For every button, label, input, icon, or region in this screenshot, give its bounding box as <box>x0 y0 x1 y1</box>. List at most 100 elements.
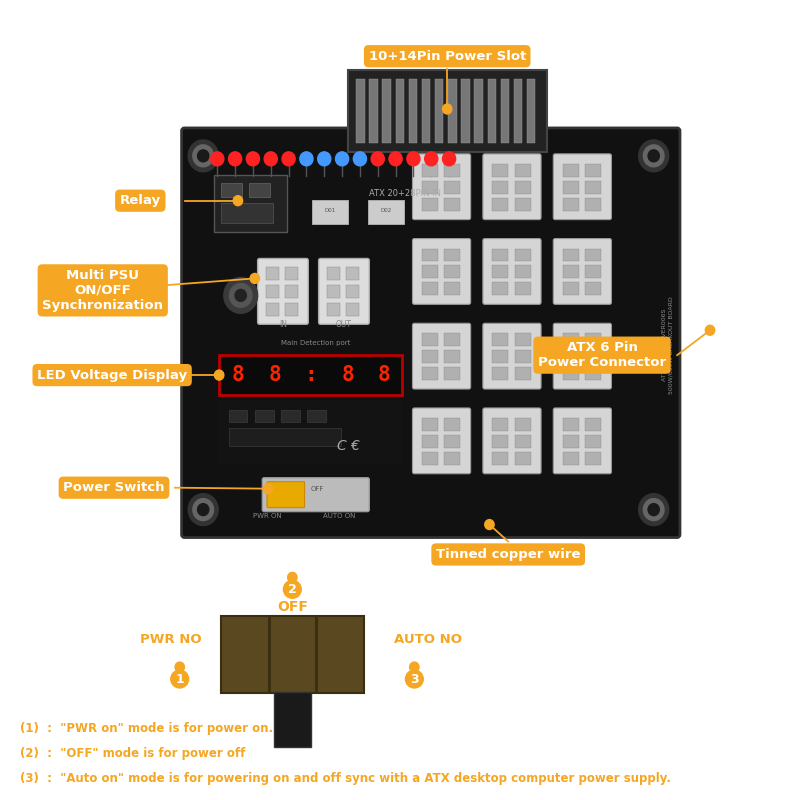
Bar <box>422 164 438 177</box>
Circle shape <box>318 152 331 166</box>
Bar <box>492 181 508 194</box>
Text: OFF: OFF <box>277 600 308 614</box>
Bar <box>274 692 311 746</box>
Bar <box>585 249 601 262</box>
Bar <box>422 334 438 346</box>
Circle shape <box>214 370 224 380</box>
Circle shape <box>198 150 209 162</box>
Circle shape <box>263 484 273 494</box>
Text: D02: D02 <box>381 208 392 213</box>
Bar <box>219 400 402 465</box>
Text: 3: 3 <box>410 673 418 686</box>
Bar <box>409 79 417 143</box>
Bar <box>585 181 601 194</box>
Bar <box>444 418 460 431</box>
Bar <box>492 418 508 431</box>
Circle shape <box>300 152 313 166</box>
Bar <box>422 282 438 295</box>
Bar <box>492 334 508 346</box>
Bar <box>422 418 438 431</box>
FancyBboxPatch shape <box>413 238 470 304</box>
Circle shape <box>410 662 419 672</box>
Bar <box>562 282 578 295</box>
Bar <box>492 249 508 262</box>
Bar <box>444 266 460 278</box>
Bar <box>229 410 247 422</box>
Bar <box>444 452 460 465</box>
Bar <box>514 435 530 448</box>
Text: OFF: OFF <box>311 486 325 492</box>
Bar <box>444 198 460 210</box>
FancyBboxPatch shape <box>554 154 611 220</box>
Bar <box>444 164 460 177</box>
Text: AUTO NO: AUTO NO <box>394 633 462 646</box>
Bar <box>444 367 460 380</box>
Bar <box>422 452 438 465</box>
FancyBboxPatch shape <box>258 258 308 324</box>
Bar <box>585 350 601 363</box>
Circle shape <box>389 152 402 166</box>
Bar <box>562 418 578 431</box>
Circle shape <box>198 504 209 515</box>
Bar <box>444 282 460 295</box>
Bar <box>492 198 508 210</box>
FancyBboxPatch shape <box>368 200 404 224</box>
Bar <box>422 198 438 210</box>
Bar <box>444 334 460 346</box>
Text: C €: C € <box>337 439 360 453</box>
Circle shape <box>250 274 259 283</box>
FancyBboxPatch shape <box>413 154 470 220</box>
Bar <box>585 334 601 346</box>
Text: 8: 8 <box>342 365 354 385</box>
Bar <box>444 181 460 194</box>
FancyBboxPatch shape <box>312 200 348 224</box>
Circle shape <box>282 152 295 166</box>
Circle shape <box>188 140 218 172</box>
Bar <box>422 249 438 262</box>
FancyBboxPatch shape <box>554 238 611 304</box>
Bar <box>266 267 279 281</box>
Circle shape <box>188 494 218 526</box>
Bar <box>562 181 578 194</box>
FancyBboxPatch shape <box>348 70 546 152</box>
Circle shape <box>425 152 438 166</box>
Bar <box>492 367 508 380</box>
Circle shape <box>354 152 366 166</box>
Bar <box>346 303 359 316</box>
FancyBboxPatch shape <box>554 408 611 474</box>
Circle shape <box>442 104 452 114</box>
Bar <box>254 410 274 422</box>
Bar <box>585 435 601 448</box>
Text: ATX2028-NI2  VER006S
500W/600W BREAKOUT BOARD: ATX2028-NI2 VER006S 500W/600W BREAKOUT B… <box>662 296 673 394</box>
Bar <box>562 164 578 177</box>
Bar <box>562 452 578 465</box>
Bar <box>562 367 578 380</box>
Text: PWR ON: PWR ON <box>253 513 282 518</box>
FancyBboxPatch shape <box>483 238 541 304</box>
Circle shape <box>175 662 185 672</box>
Bar <box>492 435 508 448</box>
Circle shape <box>224 278 258 314</box>
Circle shape <box>643 498 664 521</box>
Bar <box>422 79 430 143</box>
Text: IN: IN <box>279 320 287 330</box>
Circle shape <box>230 283 252 307</box>
Bar <box>444 350 460 363</box>
Bar <box>585 367 601 380</box>
Text: (2)  :  "OFF" mode is for power off: (2) : "OFF" mode is for power off <box>20 747 246 760</box>
Bar <box>444 249 460 262</box>
Bar <box>501 79 509 143</box>
Text: Main Detection port: Main Detection port <box>281 340 350 346</box>
Circle shape <box>210 152 224 166</box>
Bar <box>527 79 535 143</box>
Bar <box>422 367 438 380</box>
Text: 10+14Pin Power Slot: 10+14Pin Power Slot <box>369 50 526 62</box>
Text: ATX 6 Pin
Power Connector: ATX 6 Pin Power Connector <box>538 341 666 369</box>
FancyBboxPatch shape <box>413 408 470 474</box>
Bar <box>562 266 578 278</box>
Circle shape <box>485 519 494 530</box>
Bar <box>266 303 279 316</box>
Text: ATX 20+28PIN IN: ATX 20+28PIN IN <box>369 189 441 198</box>
Bar <box>514 266 530 278</box>
Bar <box>514 350 530 363</box>
